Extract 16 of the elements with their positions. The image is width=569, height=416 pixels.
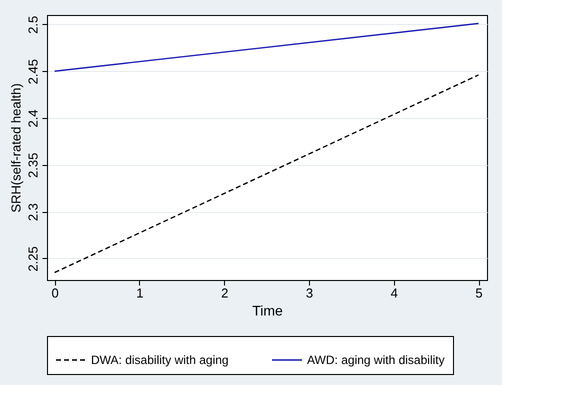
y-tick-label: 2.35 [26,152,40,178]
x-tick-label: 0 [52,286,59,300]
y-tick-label: 2.5 [26,16,40,34]
legend-label: AWD: aging with disability [307,353,445,367]
x-tick-label: 2 [221,286,228,300]
x-tick-label: 5 [475,286,483,300]
legend-label: DWA: disability with aging [91,353,229,367]
y-tick-label: 2.3 [26,203,40,222]
y-axis-title: SRH(self-rated health) [8,83,24,213]
x-tick-label: 1 [136,286,144,300]
x-tick-label: 3 [306,286,314,300]
y-tick-label: 2.4 [26,109,40,128]
y-tick-label: 2.25 [26,246,40,272]
x-axis-title: Time [252,302,284,318]
y-tick-label: 2.45 [26,59,40,84]
x-tick-label: 4 [390,286,398,300]
